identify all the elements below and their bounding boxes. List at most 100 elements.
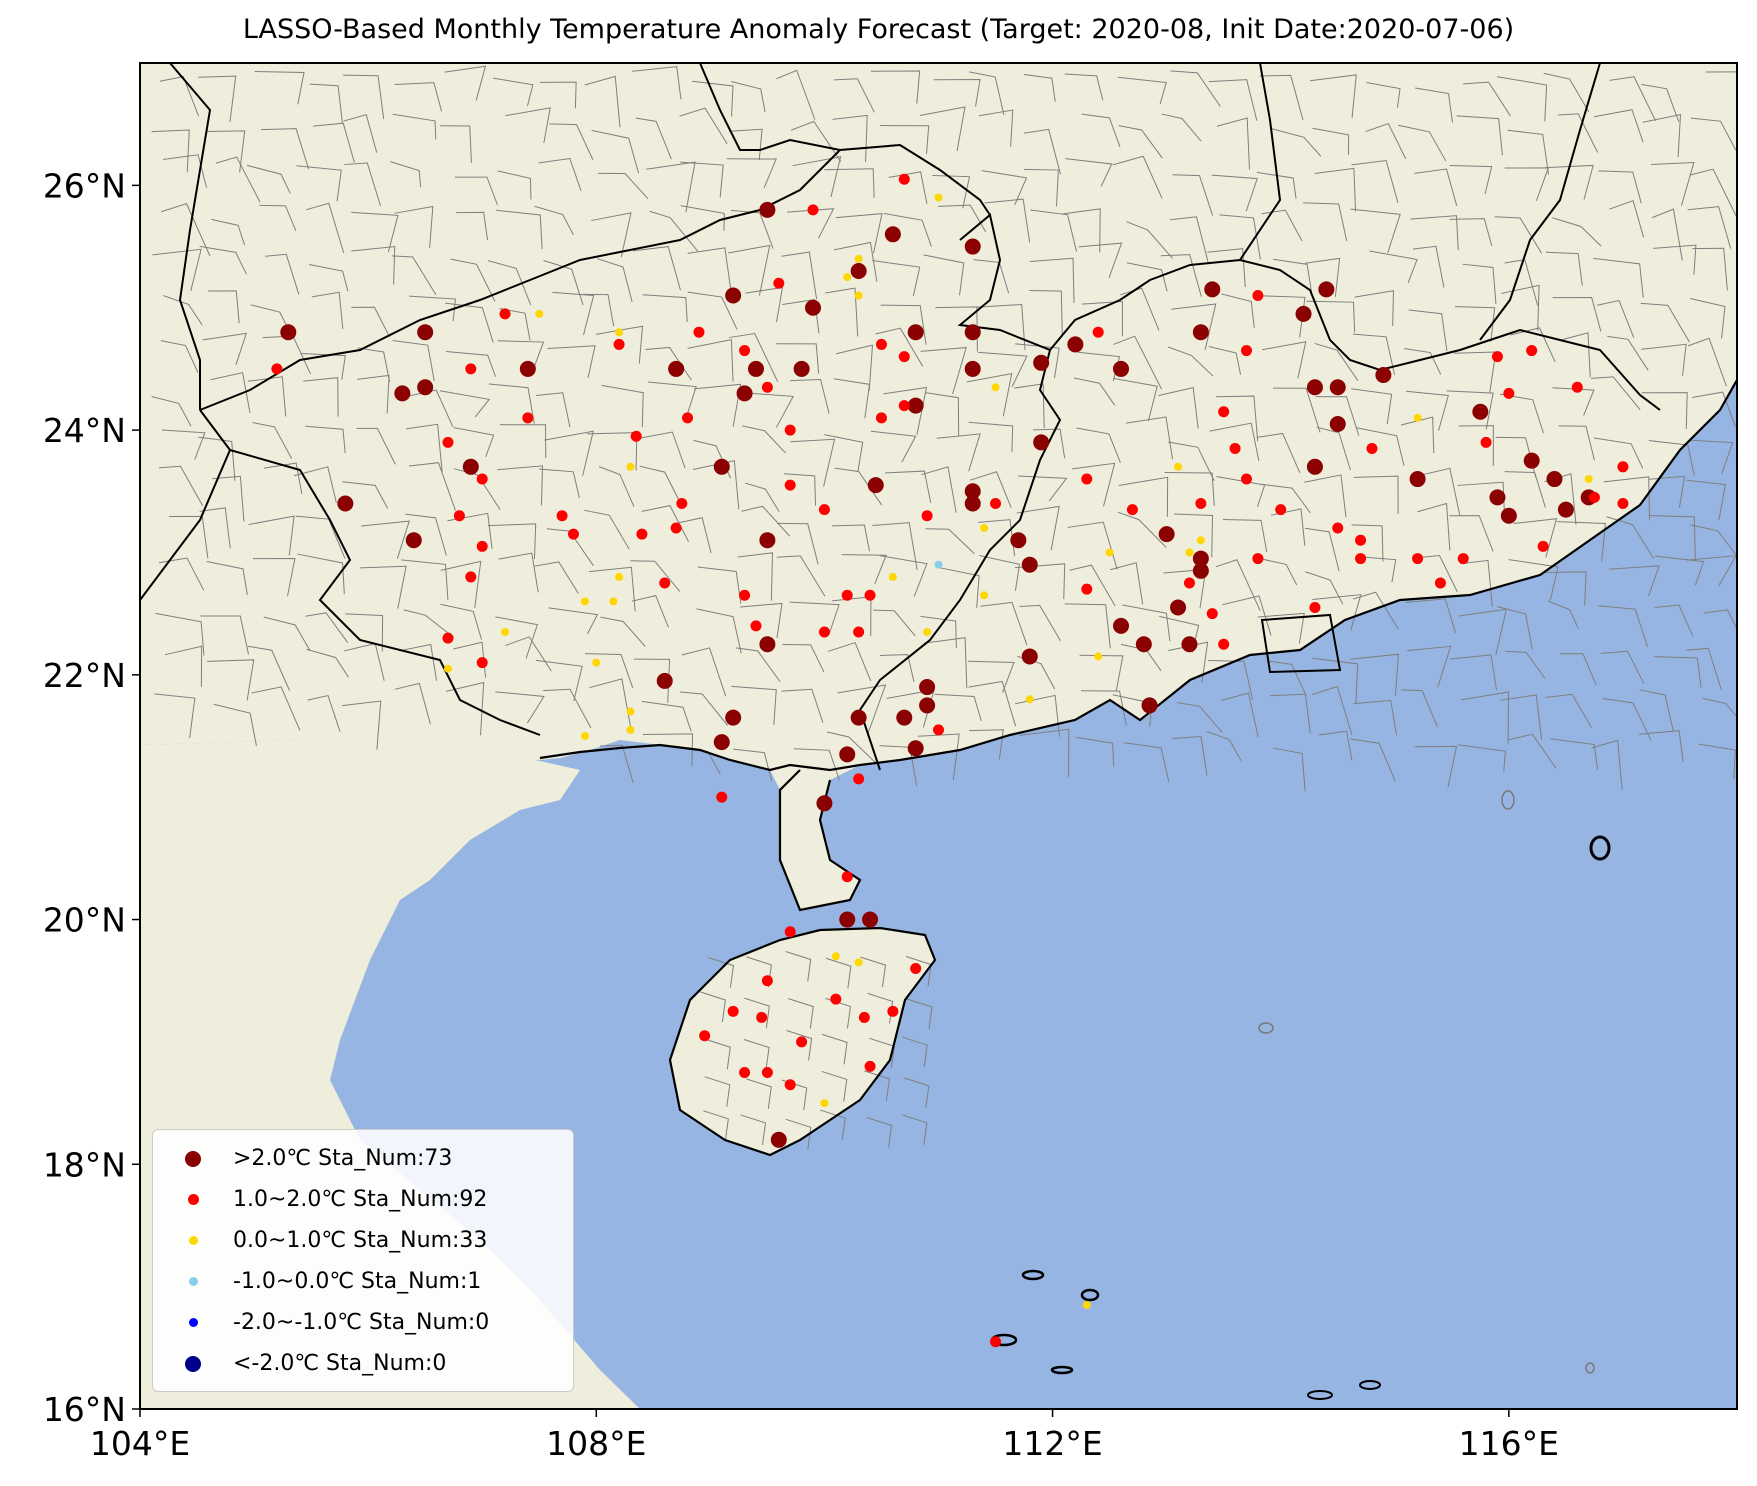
county-boundary-line <box>1400 416 1435 454</box>
station-marker-gt2 <box>793 360 810 377</box>
county-boundary-line <box>1687 206 1732 249</box>
county-boundary-line <box>251 686 301 731</box>
county-boundary-line <box>538 468 580 498</box>
legend-label: -2.0~-1.0℃ Sta_Num:0 <box>233 1310 490 1335</box>
station-marker-1to2 <box>727 1005 739 1017</box>
county-boundary-line <box>1172 174 1214 216</box>
county-boundary-line <box>700 991 726 1023</box>
county-boundary-line <box>776 69 816 120</box>
station-marker-0to1 <box>535 309 544 318</box>
station-marker-gt2 <box>1409 471 1426 488</box>
county-boundary-line <box>202 332 248 366</box>
station-marker-gt2 <box>747 360 764 377</box>
county-boundary-line <box>444 65 487 101</box>
county-boundary-line <box>1703 609 1737 631</box>
county-boundary-line <box>1267 660 1307 696</box>
county-boundary-line <box>841 554 887 585</box>
station-marker-1to2 <box>1588 491 1600 503</box>
county-boundary-line <box>1462 263 1497 304</box>
county-boundary-line <box>1174 513 1214 558</box>
county-boundary-line <box>254 71 305 105</box>
county-boundary-line <box>598 466 635 507</box>
county-boundary-line <box>826 731 877 764</box>
county-boundary-line <box>305 425 346 454</box>
county-boundary-line <box>837 684 887 733</box>
county-boundary-line <box>637 431 686 469</box>
county-boundary-line <box>641 700 692 732</box>
county-boundary-line <box>737 552 774 601</box>
map-frame <box>139 62 1738 1410</box>
county-boundary-line <box>1690 524 1737 557</box>
county-boundary-line <box>776 343 820 374</box>
station-marker-gt2 <box>884 226 901 243</box>
county-boundary-line <box>1353 699 1398 736</box>
county-boundary-line <box>740 602 783 639</box>
county-boundary-line <box>1497 76 1548 122</box>
county-boundary-line <box>1170 216 1209 264</box>
county-boundary-line <box>309 83 343 124</box>
county-boundary-line <box>445 350 496 377</box>
county-boundary-line <box>726 158 777 189</box>
county-boundary-line <box>1206 730 1242 762</box>
county-boundary-line <box>1638 730 1684 762</box>
county-boundary-line <box>497 465 544 506</box>
station-markers <box>271 173 1629 1348</box>
station-marker-1to2 <box>1434 577 1446 589</box>
county-boundary-line <box>1073 377 1116 406</box>
county-boundary-line <box>1542 571 1587 606</box>
station-marker-gt2 <box>713 458 730 475</box>
county-boundary-line <box>1552 296 1602 332</box>
county-boundary-line <box>642 733 694 767</box>
station-marker-1to2 <box>818 504 830 516</box>
county-boundary-line <box>342 481 389 509</box>
station-marker-1to2 <box>864 589 876 601</box>
station-marker-gt2 <box>1033 434 1050 451</box>
station-marker-gt2 <box>850 263 867 280</box>
station-marker-gt2 <box>1329 415 1346 432</box>
county-boundary-line <box>1745 655 1757 704</box>
station-marker-gt2 <box>656 672 673 689</box>
county-boundary-line <box>591 212 632 258</box>
station-marker-1to2 <box>670 522 682 534</box>
county-boundary-line <box>1354 290 1395 326</box>
station-marker-gt2 <box>1067 336 1084 353</box>
station-marker-1to2 <box>1332 522 1344 534</box>
county-boundary-line <box>730 209 774 249</box>
county-boundary-line <box>1504 259 1539 306</box>
county-boundary-line <box>1456 115 1503 156</box>
county-boundary-line <box>207 130 246 173</box>
station-marker-gt2 <box>1500 507 1517 524</box>
station-marker-0to1 <box>615 328 624 337</box>
station-marker-1to2 <box>818 626 830 638</box>
station-marker-1to2 <box>750 620 762 632</box>
county-boundary-line <box>1446 390 1494 430</box>
county-boundary-line <box>1222 595 1272 636</box>
county-boundary-line <box>535 392 571 428</box>
county-boundary-line <box>1639 689 1674 732</box>
legend-entry: 1.0~2.0℃ Sta_Num:92 <box>153 1179 573 1220</box>
county-boundary-line <box>708 957 734 988</box>
county-boundary-line <box>703 1110 729 1141</box>
county-boundary-line <box>351 246 396 285</box>
station-marker-gt2 <box>736 385 753 402</box>
county-boundary-line <box>498 552 539 593</box>
county-boundary-line <box>1598 170 1642 204</box>
station-marker-1to2 <box>761 1067 773 1078</box>
station-marker-0to1 <box>831 952 840 961</box>
legend-label: <-2.0℃ Sta_Num:0 <box>233 1351 447 1376</box>
station-marker-gt2 <box>1472 403 1489 420</box>
county-boundary-line <box>260 128 310 170</box>
county-boundary-line <box>588 566 636 612</box>
county-boundary-line <box>1076 427 1121 463</box>
county-boundary-line <box>1641 392 1688 430</box>
county-boundary-line <box>1641 83 1680 122</box>
station-marker-1to2 <box>898 400 910 412</box>
county-boundary-line <box>704 1076 731 1107</box>
station-marker-0to1 <box>626 725 635 734</box>
county-boundary-line <box>936 566 980 608</box>
county-boundary-line <box>1369 250 1418 284</box>
station-marker-0to1 <box>592 658 601 667</box>
county-boundary-line <box>1365 122 1407 159</box>
county-boundary-line <box>833 378 871 419</box>
county-boundary-line <box>705 1038 731 1070</box>
